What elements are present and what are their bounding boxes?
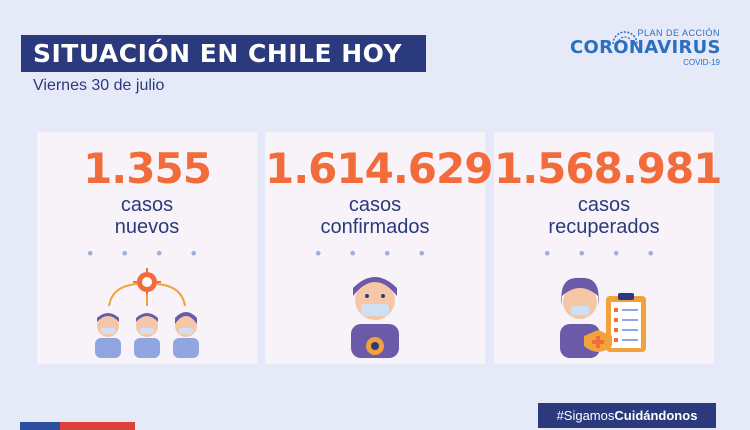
hashtag-bold: Cuidándonos [614, 408, 698, 423]
flag-red [60, 422, 135, 430]
new-cases-value: 1.355 [83, 144, 212, 193]
divider-dots: • • • • [85, 244, 209, 263]
hashtag-prefix: #Sigamos [556, 408, 615, 423]
divider-dots: • • • • [542, 244, 666, 263]
flag-stripe [20, 422, 135, 430]
recovered-cases-label-1: casos [577, 194, 631, 216]
logo-plan-text: PLAN DE ACCIÓN [637, 28, 720, 38]
confirmed-cases-label-1: casos [348, 194, 402, 216]
card-new-cases: 1.355 casos nuevos • • • • [37, 132, 257, 364]
date-label: Viernes 30 de julio [33, 77, 165, 94]
page-title: SITUACIÓN EN CHILE HOY [21, 35, 426, 72]
recovered-cases-label-2: recuperados [548, 216, 660, 238]
card-confirmed-cases: 1.614.629 casos confirmados • • • • [265, 132, 493, 364]
globe-icon [612, 31, 638, 44]
new-cases-label-2: nuevos [114, 216, 180, 238]
new-cases-label-1: casos [120, 194, 174, 216]
recovered-cases-value: 1.568.981 [494, 144, 722, 193]
logo-name: CORONAVIRUS [570, 37, 721, 58]
coronavirus-logo: PLAN DE ACCIÓN CORONAVIRUS COVID-19 [570, 28, 721, 83]
card-recovered-cases: 1.568.981 casos recuperados • • • • [494, 132, 722, 364]
flag-blue [20, 422, 60, 430]
logo-sub: COVID-19 [683, 58, 720, 67]
divider-dots: • • • • [313, 244, 437, 263]
confirmed-cases-label-2: confirmados [320, 216, 430, 238]
confirmed-cases-value: 1.614.629 [265, 144, 493, 193]
masked-person-virus-icon [351, 277, 399, 358]
people-contagion-icon [95, 268, 199, 358]
recovered-clipboard-icon [560, 277, 646, 358]
hashtag-badge: #SigamosCuidándonos [538, 403, 716, 428]
